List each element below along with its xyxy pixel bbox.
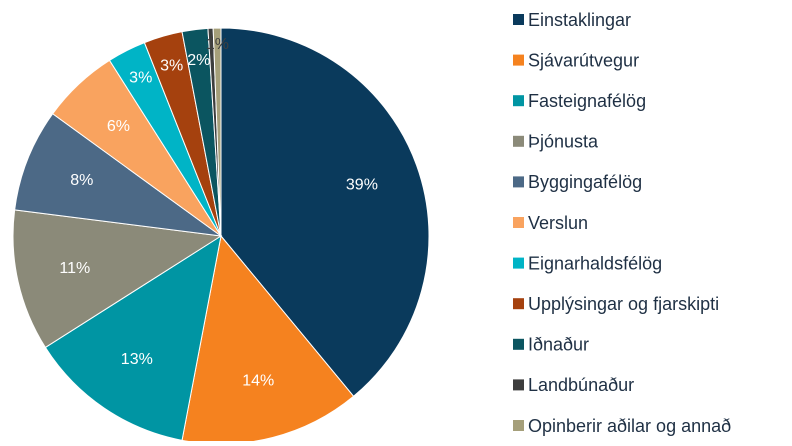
legend-label: Einstaklingar [528, 10, 631, 30]
data-label: 39% [346, 176, 378, 193]
pie-slice [212, 27, 222, 237]
legend-swatch [513, 257, 524, 269]
pie-slice [12, 209, 223, 349]
legend-swatch [513, 135, 524, 147]
legend-swatch [513, 379, 524, 391]
legend-label: Opinberir aðilar og annað [528, 416, 731, 436]
data-label: 8% [70, 172, 93, 189]
data-label: 14% [242, 372, 274, 389]
legend-label: Eignarhaldsfélög [528, 253, 662, 273]
legend-swatch [513, 338, 524, 350]
legend-label: Fasteignafélög [528, 91, 646, 111]
pie-slice [220, 27, 430, 397]
legend-label: Verslun [528, 213, 588, 233]
data-label: 11% [59, 260, 90, 277]
data-label: 3% [160, 57, 183, 74]
legend-swatch [513, 176, 524, 188]
pie-slice [14, 113, 222, 237]
legend-swatch [513, 420, 524, 431]
legend-label: Iðnaður [528, 335, 589, 355]
legend-label: Byggingafélög [528, 172, 642, 192]
legend-swatch [513, 14, 524, 25]
legend-swatch [513, 217, 524, 228]
legend-swatch [513, 298, 524, 310]
data-label: 13% [121, 351, 153, 368]
legend-label: Þjónusta [528, 132, 599, 152]
legend-swatch [513, 95, 524, 107]
data-label: 3% [129, 70, 152, 87]
legend-label: Upplýsingar og fjarskipti [528, 294, 719, 314]
legend-label: Sjávarútvegur [528, 50, 639, 70]
data-label: 1% [206, 36, 229, 53]
pie-slice [44, 234, 222, 441]
data-label: 2% [187, 52, 210, 69]
legend-swatch [513, 54, 524, 66]
legend-label: Landbúnaður [528, 375, 634, 395]
data-label: 6% [107, 118, 130, 135]
